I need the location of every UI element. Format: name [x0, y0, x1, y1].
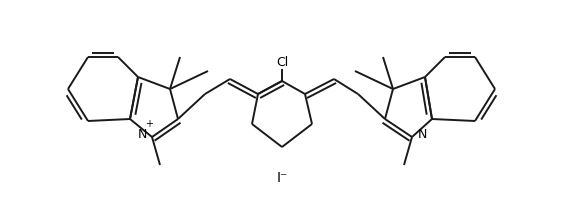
Text: Cl: Cl	[276, 55, 288, 68]
Text: N: N	[137, 127, 147, 140]
Text: +: +	[145, 118, 153, 128]
Text: I⁻: I⁻	[276, 170, 288, 184]
Text: N: N	[417, 127, 427, 140]
